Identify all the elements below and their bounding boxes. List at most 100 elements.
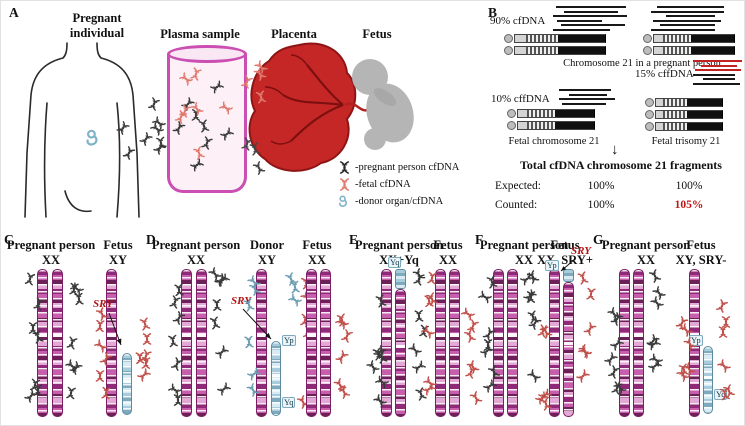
chr21-ideogram: [504, 46, 606, 55]
centromere: [504, 46, 513, 55]
counted-label: Counted:: [495, 199, 538, 211]
dna-icon: [649, 269, 662, 283]
cfdna-scatter: [421, 267, 439, 417]
legend: -pregnant person cfDNA -fetal cfDNA -don…: [338, 159, 459, 210]
yq-segment: [395, 269, 406, 289]
fetus-in-belly-icon: [86, 129, 98, 146]
dna-icon: [466, 359, 480, 374]
expected-left-value: 100%: [587, 180, 615, 192]
dna-icon: [142, 333, 151, 346]
expected-label: Expected:: [495, 180, 541, 192]
dna-icon: [652, 285, 666, 300]
plasma-tube-body: [167, 54, 247, 193]
cfdna-scatter: [461, 267, 482, 417]
dna-icon: [140, 348, 152, 363]
legend-pregnant-label: -pregnant person cfDNA: [355, 162, 460, 173]
fragment-stack-15: [693, 60, 744, 87]
y-chromosome: [271, 341, 281, 416]
dna-icon: [412, 268, 426, 283]
dna-icon: [66, 336, 77, 350]
x-chromosome: [306, 269, 317, 417]
expected-right-value: 100%: [675, 180, 703, 192]
centromere: [507, 109, 516, 118]
plasma-tube: [167, 45, 247, 193]
legend-donor-label: -donor organ/cfDNA: [355, 196, 444, 207]
fetal-trisomy-caption: Fetal trisomy 21: [651, 136, 721, 147]
panel-f-label: F: [475, 232, 484, 247]
dna-icon: [289, 280, 300, 293]
x-chromosome: [256, 269, 267, 417]
cfdna-scatter: [408, 267, 429, 417]
header-pregnant-line1: Pregnant: [72, 11, 122, 25]
dna-icon: [285, 272, 297, 287]
x-chromosome: [619, 269, 630, 417]
dna-icon: [421, 325, 435, 339]
dna-icon: [523, 289, 537, 303]
dna-icon: [415, 387, 428, 401]
dna-icon: [578, 345, 593, 359]
cfdna-scatter: [296, 267, 314, 417]
dna-icon: [95, 369, 105, 382]
dna-icon: [650, 295, 664, 310]
dna-icon: [140, 317, 151, 331]
dna-icon: [467, 318, 480, 333]
chr21-ideogram: [504, 34, 606, 43]
dna-icon: [408, 342, 422, 357]
x-chromosome: [449, 269, 460, 417]
panel-e-label: E: [349, 232, 359, 247]
dna-icon: [716, 359, 731, 374]
pregnant-body-outline: [24, 42, 140, 218]
dna-icon: [337, 384, 351, 399]
panel-e-fetus-header: Fetus XX: [433, 238, 463, 267]
centromere: [645, 110, 654, 119]
y-chromosome: [122, 353, 132, 415]
x-chromosome: [381, 269, 392, 417]
pregnant-cfdna-icon: [339, 161, 350, 174]
dna-icon: [215, 273, 230, 287]
x-chromosome: [320, 269, 331, 417]
cfdna-scatter: [134, 267, 152, 417]
dna-icon: [66, 386, 76, 400]
cfdna-scatter: [535, 291, 553, 417]
cfdna-scatter: [366, 267, 389, 417]
dna-icon: [527, 270, 540, 285]
cfdna-scatter: [285, 267, 303, 331]
dna-icon: [168, 334, 178, 347]
dna-icon: [214, 272, 228, 287]
dna-icon: [70, 282, 85, 296]
cfdna-scatter: [604, 267, 627, 417]
dna-icon: [675, 316, 689, 331]
yq-tag: Yq: [714, 389, 728, 401]
plasma-tube-opening: [167, 45, 247, 63]
dna-icon: [68, 283, 79, 296]
dna-icon: [137, 367, 152, 382]
yp-tag: Yp: [545, 260, 559, 272]
legend-row-pregnant: -pregnant person cfDNA: [338, 159, 459, 176]
panel-d-label: D: [146, 232, 156, 247]
cfdna-scatter: [646, 267, 666, 417]
dna-icon: [418, 324, 429, 338]
dna-icon: [461, 307, 475, 321]
dna-icon: [576, 369, 590, 383]
dna-icon: [483, 338, 492, 351]
x-yq-derivative-chromosome: [395, 289, 406, 417]
dna-icon: [288, 293, 303, 307]
down-arrow-icon: ↓: [611, 142, 619, 158]
fragment-stack-10: [559, 89, 617, 107]
panel-d-fetus-header: Fetus XX: [302, 238, 332, 267]
pct90-label: 90% cfDNA: [490, 15, 546, 27]
dna-icon: [335, 316, 349, 330]
dna-icon: [215, 345, 230, 360]
panel-b-label: B: [488, 5, 498, 20]
dna-icon: [478, 290, 492, 304]
dna-icon: [469, 391, 482, 406]
yq-tag: Yq: [282, 397, 296, 409]
x-chromosome: [435, 269, 446, 417]
dna-icon: [208, 266, 222, 281]
panel-a-label: A: [9, 5, 19, 20]
sry-arrow: [560, 258, 576, 272]
dna-icon: [719, 326, 728, 339]
dna-icon: [212, 298, 222, 311]
total-cfdna-caption: Total cfDNA chromosome 21 fragments: [520, 158, 722, 172]
